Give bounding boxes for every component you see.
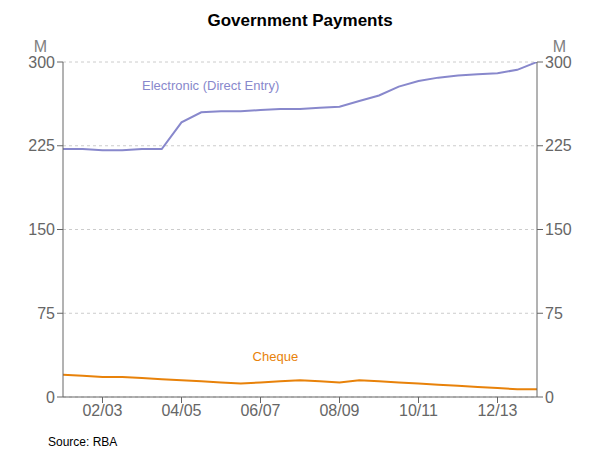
svg-text:150: 150 [28,221,55,238]
html-text:Source: RBA: Source: RBA [48,435,118,449]
svg-text:75: 75 [545,305,563,322]
svg-text:Electronic (Direct Entry): Electronic (Direct Entry) [142,78,279,93]
svg-text:75: 75 [37,305,55,322]
svg-text:08/09: 08/09 [319,402,359,419]
svg-text:12/13: 12/13 [477,402,517,419]
html-text:Government Payments: Government Payments [207,11,393,30]
svg-text:04/05: 04/05 [161,402,201,419]
svg-text:300: 300 [545,54,572,71]
svg-text:M: M [34,38,47,55]
svg-text:0: 0 [545,389,554,406]
svg-text:10/11: 10/11 [399,402,438,419]
svg-text:150: 150 [545,221,572,238]
svg-text:06/07: 06/07 [240,402,280,419]
svg-text:02/03: 02/03 [82,402,122,419]
svg-text:M: M [553,38,566,55]
svg-text:Cheque: Cheque [253,349,299,364]
svg-text:300: 300 [28,54,55,71]
svg-text:225: 225 [28,137,55,154]
svg-text:0: 0 [46,389,55,406]
svg-text:225: 225 [545,137,572,154]
